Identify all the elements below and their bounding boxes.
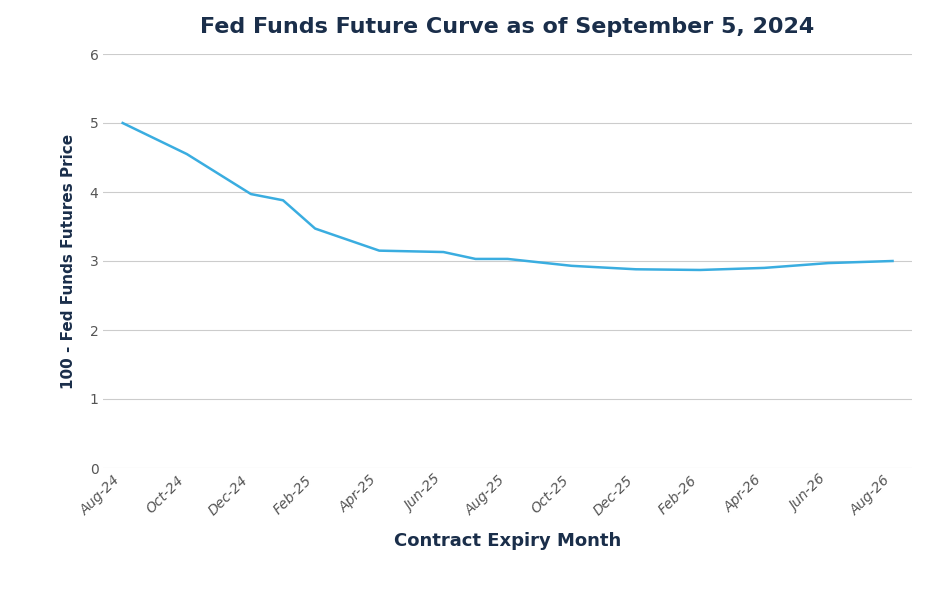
- Title: Fed Funds Future Curve as of September 5, 2024: Fed Funds Future Curve as of September 5…: [200, 17, 815, 37]
- X-axis label: Contract Expiry Month: Contract Expiry Month: [394, 532, 621, 550]
- Y-axis label: 100 - Fed Funds Futures Price: 100 - Fed Funds Futures Price: [61, 133, 76, 389]
